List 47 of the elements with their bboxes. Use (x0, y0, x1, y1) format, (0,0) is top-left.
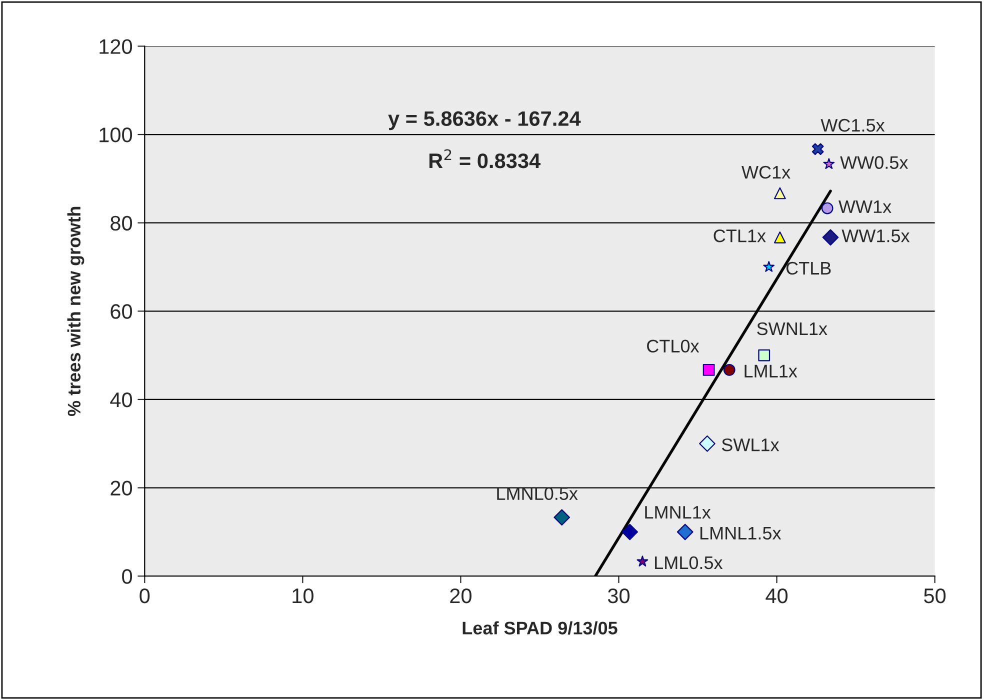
point (812, 143, 824, 156)
series-label: LMNL0.5x (497, 487, 578, 500)
x-tick-label: 10 (292, 588, 314, 604)
y-tick-label: 40 (110, 392, 132, 408)
series-label: LML0.5x (655, 556, 723, 570)
point (763, 261, 775, 272)
x-axis-title: Leaf SPAD 9/13/05 (462, 621, 618, 635)
point (774, 187, 786, 200)
series-label: LML1x (744, 364, 798, 378)
point (636, 556, 648, 566)
series-label: LMNL1x (645, 506, 711, 519)
series-label: SWL1x (722, 438, 780, 452)
x-tick-label: 50 (924, 588, 946, 604)
point (554, 509, 570, 526)
point (622, 524, 638, 540)
point (823, 158, 835, 170)
y-axis-title: % trees with new growth (67, 206, 84, 416)
annotation: R$^{2}$ = 0.8334 (429, 149, 541, 168)
series-label: CTLB (786, 262, 831, 275)
y-tick-label: 100 (100, 128, 132, 142)
series-label: WW1.5x (842, 230, 910, 242)
series-label: CTL0x (647, 340, 700, 353)
point (822, 229, 839, 246)
y-tick-label: 80 (110, 216, 132, 231)
series-label: WC1.5x (820, 118, 885, 132)
point (774, 231, 786, 244)
x-tick-label: 0 (140, 588, 150, 604)
annotation: y = 5.8636x - 167.24 (388, 111, 581, 130)
x-tick-label: 30 (608, 588, 630, 604)
y-tick-label: 60 (110, 304, 132, 319)
point (699, 435, 716, 452)
y-tick-label: 120 (100, 39, 132, 54)
series-label: WW0.5x (840, 156, 908, 169)
series-label: WW1x (838, 200, 892, 213)
point (758, 349, 770, 362)
point (723, 364, 736, 376)
point (702, 364, 715, 376)
series-label: CTL1x (714, 229, 766, 242)
point (676, 524, 694, 540)
y-tick-label: 20 (110, 480, 132, 496)
x-tick-label: 20 (450, 588, 472, 604)
y-tick-label: 0 (122, 569, 132, 584)
x-tick-label: 40 (766, 588, 788, 604)
point (821, 202, 834, 214)
series-label: SWNL1x (757, 322, 828, 336)
series-label: WC1x (742, 166, 790, 179)
series-label: LMNL1.5x (700, 526, 782, 540)
